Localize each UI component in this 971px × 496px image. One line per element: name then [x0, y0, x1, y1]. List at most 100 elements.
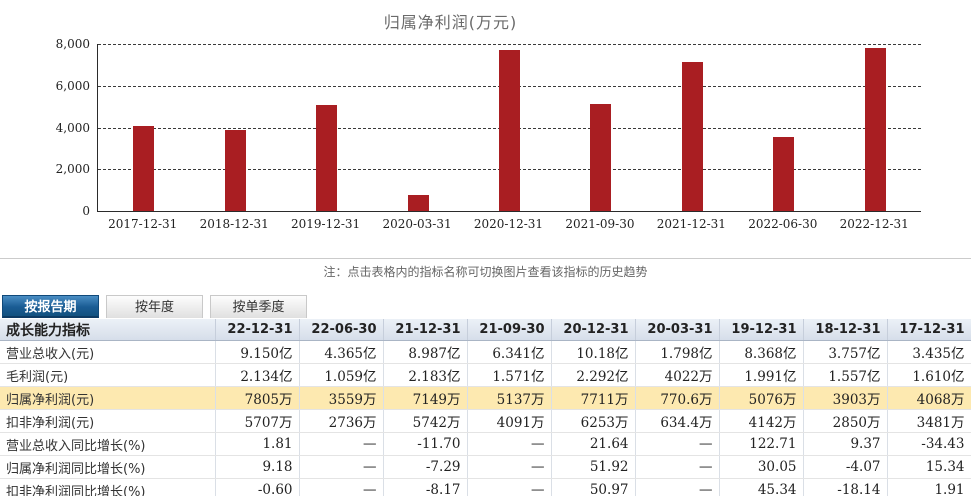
metric-name-link[interactable]: 营业总收入(元): [0, 340, 216, 364]
metric-value-cell: -7.29: [383, 455, 468, 479]
table-header-row: 成长能力指标 22-12-31 22-06-30 21-12-31 21-09-30 20…: [0, 319, 971, 341]
metric-value-cell: 5137万: [467, 386, 552, 410]
bar: [590, 104, 612, 211]
table-row: 营业总收入同比增长(%) 1.81— -11.70—21.64—122.71 9.37…: [0, 432, 971, 456]
metric-value-cell: 3903万: [803, 386, 888, 410]
metric-value-cell: —: [635, 432, 720, 456]
metric-value-cell: —: [299, 478, 384, 496]
metric-value-cell: 1.610亿: [887, 363, 971, 387]
metric-value-cell: -11.70: [383, 432, 468, 456]
metric-value-cell: 5707万: [215, 409, 300, 433]
tab-by-single-quarter[interactable]: 按单季度: [210, 295, 307, 318]
metric-value-cell: 3559万: [299, 386, 384, 410]
metric-name-link[interactable]: 归属净利润同比增长(%): [0, 455, 216, 479]
tab-by-year[interactable]: 按年度: [106, 295, 203, 318]
x-axis-tick-label: 2020-03-31: [382, 217, 452, 231]
metric-value-cell: 10.18亿: [551, 340, 636, 364]
tab-by-report-period[interactable]: 按报告期: [2, 295, 99, 318]
y-axis-tick-label: 6,000: [55, 78, 90, 93]
metric-value-cell: —: [299, 432, 384, 456]
metric-value-cell: —: [467, 478, 552, 496]
metric-name-link[interactable]: 毛利润(元): [0, 363, 216, 387]
y-axis-tick-label: 8,000: [55, 37, 90, 51]
metric-value-cell: —: [467, 432, 552, 456]
metric-value-cell: 2736万: [299, 409, 384, 433]
metric-value-cell: 21.64: [551, 432, 636, 456]
header-metric-name: 成长能力指标: [0, 319, 216, 341]
gridline-8000: [98, 44, 921, 45]
metric-value-cell: 4022万: [635, 363, 720, 387]
bars-container: [98, 44, 921, 211]
bar: [773, 137, 795, 211]
x-axis-labels: 2017-12-31 2018-12-31 2019-12-31 2020-03-31…: [97, 217, 920, 231]
metric-name-link[interactable]: 营业总收入同比增长(%): [0, 432, 216, 456]
x-axis-tick-label: 2022-06-30: [748, 217, 818, 231]
metric-value-cell: —: [467, 455, 552, 479]
chart-title: 归属净利润(万元): [383, 13, 518, 32]
header-date-column: 19-12-31: [719, 319, 804, 341]
header-date-column: 18-12-31: [803, 319, 888, 341]
metric-value-cell: -18.14: [803, 478, 888, 496]
table-row: 归属净利润(元) 7805万 3559万 7149万 5137万 7711万 770.6万 5…: [0, 386, 971, 410]
table-row: 毛利润(元) 2.134亿 1.059亿 2.183亿 1.571亿 2.292亿 4022…: [0, 363, 971, 387]
metric-value-cell: 1.91: [887, 478, 971, 496]
metric-value-cell: 7711万: [551, 386, 636, 410]
bar: [864, 48, 886, 211]
metric-value-cell: —: [299, 455, 384, 479]
metric-value-cell: 9.37: [803, 432, 888, 456]
table-row: 扣非净利润同比增长(%) -0.60— -8.17—50.97—45.34 -18.1…: [0, 478, 971, 496]
metric-value-cell: -0.60: [215, 478, 300, 496]
metric-value-cell: 1.557亿: [803, 363, 888, 387]
metric-value-cell: 4068万: [887, 386, 971, 410]
metric-value-cell: 50.97: [551, 478, 636, 496]
metric-value-cell: 15.34: [887, 455, 971, 479]
metric-value-cell: 3.757亿: [803, 340, 888, 364]
x-axis-tick-label: 2019-12-31: [291, 217, 361, 231]
metric-name-link[interactable]: 扣非净利润同比增长(%): [0, 478, 216, 496]
metric-value-cell: 30.05: [719, 455, 804, 479]
metric-value-cell: 634.4万: [635, 409, 720, 433]
x-axis-tick-label: 2017-12-31: [108, 217, 178, 231]
x-axis-tick-label: 2022-12-31: [839, 217, 909, 231]
y-axis-tick-label: 2,000: [55, 162, 90, 177]
x-axis-tick-label: 2018-12-31: [199, 217, 269, 231]
period-tabs: 按报告期 按年度 按单季度: [2, 295, 307, 318]
header-date-column: 21-12-31: [383, 319, 468, 341]
metric-value-cell: 4142万: [719, 409, 804, 433]
table-row: 归属净利润同比增长(%) 9.18— -7.29—51.92—30.05 -4.07 1…: [0, 455, 971, 479]
x-axis-tick-label: 2021-12-31: [656, 217, 726, 231]
metric-name-link[interactable]: 归属净利润(元): [0, 386, 216, 410]
metric-value-cell: 6.341亿: [467, 340, 552, 364]
y-axis-tick-label: 4,000: [55, 120, 90, 135]
bar: [407, 195, 429, 211]
metric-value-cell: 51.92: [551, 455, 636, 479]
header-date-column: 22-12-31: [215, 319, 300, 341]
table-row: 营业总收入(元) 9.150亿 4.365亿 8.987亿 6.341亿 10.18亿 1.…: [0, 340, 971, 364]
bar: [316, 105, 338, 211]
metric-value-cell: 4.365亿: [299, 340, 384, 364]
header-date-column: 20-12-31: [551, 319, 636, 341]
metric-value-cell: -4.07: [803, 455, 888, 479]
metric-value-cell: 1.798亿: [635, 340, 720, 364]
bar: [224, 130, 246, 211]
header-date-column: 22-06-30: [299, 319, 384, 341]
x-axis-tick-label: 2021-09-30: [565, 217, 635, 231]
header-date-column: 20-03-31: [635, 319, 720, 341]
metric-value-cell: 1.81: [215, 432, 300, 456]
metric-value-cell: 5076万: [719, 386, 804, 410]
metric-value-cell: -34.43: [887, 432, 971, 456]
metric-value-cell: 2850万: [803, 409, 888, 433]
y-axis-tick-label: 0: [82, 204, 90, 218]
metric-name-link[interactable]: 扣非净利润(元): [0, 409, 216, 433]
metric-value-cell: 6253万: [551, 409, 636, 433]
metric-value-cell: 9.150亿: [215, 340, 300, 364]
metric-value-cell: 1.571亿: [467, 363, 552, 387]
metric-value-cell: -8.17: [383, 478, 468, 496]
metric-value-cell: 4091万: [467, 409, 552, 433]
metric-value-cell: 8.987亿: [383, 340, 468, 364]
metric-value-cell: 2.292亿: [551, 363, 636, 387]
bar-chart-plot: [97, 44, 921, 212]
metric-value-cell: 9.18: [215, 455, 300, 479]
metric-value-cell: 8.368亿: [719, 340, 804, 364]
